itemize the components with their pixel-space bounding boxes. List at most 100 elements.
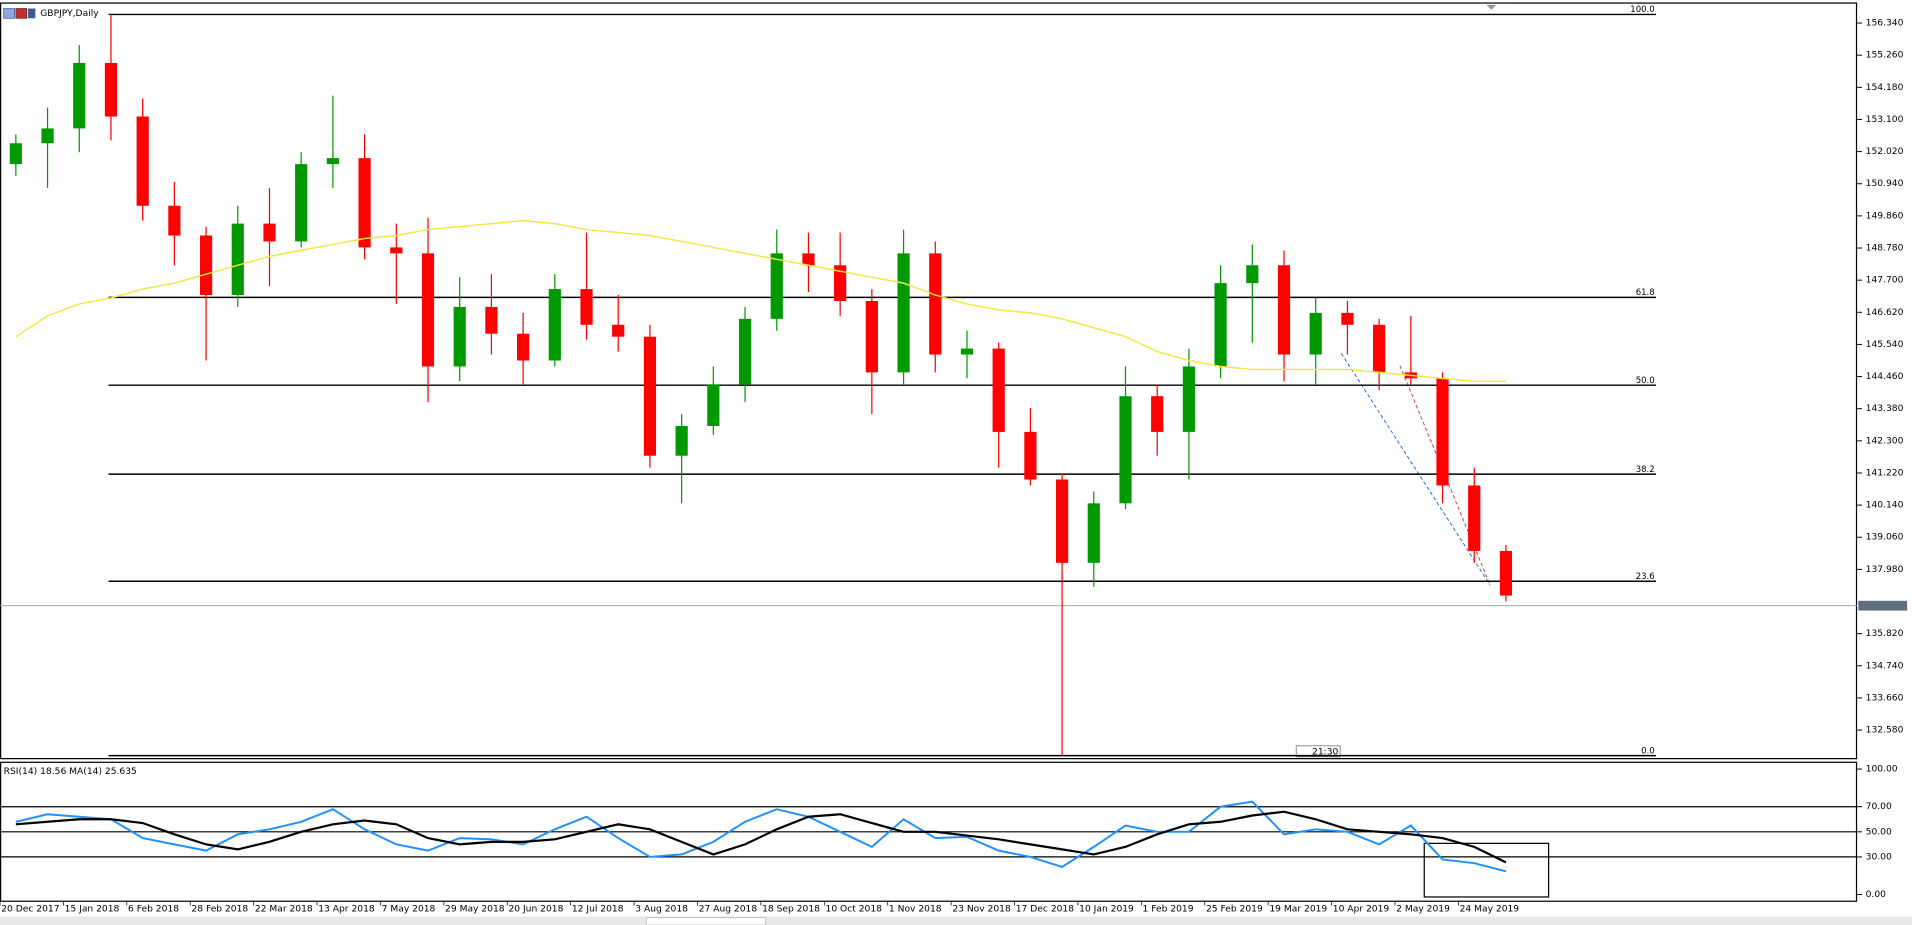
x-tick-label: 22 Mar 2018 bbox=[255, 905, 313, 915]
x-tick-label: 29 May 2018 bbox=[445, 905, 505, 915]
fib-label: 38.2 bbox=[1636, 465, 1655, 475]
y-tick-label: 147.700 bbox=[1866, 276, 1904, 286]
candle-body bbox=[1214, 283, 1227, 367]
y-tick-label: 148.780 bbox=[1866, 244, 1904, 254]
x-tick-label: 25 Feb 2019 bbox=[1206, 905, 1263, 915]
rsi-line bbox=[15, 800, 1507, 873]
candle-body bbox=[580, 289, 593, 325]
time-box bbox=[1295, 745, 1341, 758]
candle-body bbox=[168, 205, 181, 236]
x-tick-label: 24 May 2019 bbox=[1460, 905, 1520, 915]
x-tick-label: 18 Sep 2018 bbox=[762, 905, 820, 915]
y-tick-label: 154.180 bbox=[1866, 83, 1904, 93]
x-tick-label: 2 May 2019 bbox=[1396, 905, 1450, 915]
toolbar-icon bbox=[28, 8, 36, 19]
candle-body bbox=[295, 164, 308, 242]
x-tick-label: 10 Jan 2019 bbox=[1079, 905, 1134, 915]
candle-body bbox=[1246, 265, 1259, 284]
rsi-title: RSI(14) 18.56 MA(14) 25.635 bbox=[4, 767, 137, 777]
candle-body bbox=[675, 425, 688, 456]
y-tick-label: 143.380 bbox=[1866, 404, 1904, 414]
candle-body bbox=[358, 158, 371, 248]
candle-body bbox=[1499, 550, 1513, 596]
y-tick-label: 145.540 bbox=[1866, 340, 1904, 350]
candle-body bbox=[1024, 431, 1037, 480]
candle-body bbox=[390, 247, 403, 254]
candle-body bbox=[136, 116, 149, 206]
candle-body bbox=[485, 306, 498, 334]
time-label: 21:30 bbox=[1312, 747, 1338, 757]
candle-body bbox=[1277, 265, 1291, 355]
x-tick-label: 10 Apr 2019 bbox=[1333, 905, 1390, 915]
y-tick-label: 146.620 bbox=[1866, 308, 1904, 318]
moving-average bbox=[15, 219, 1506, 383]
rsi-line bbox=[15, 810, 1507, 864]
candle-body bbox=[326, 158, 339, 165]
candle-body bbox=[643, 336, 657, 456]
y-tick-label: 139.060 bbox=[1866, 533, 1904, 543]
candle-body bbox=[9, 143, 22, 165]
x-tick-label: 20 Dec 2017 bbox=[1, 905, 60, 915]
candle-body bbox=[612, 324, 625, 337]
y-tick-label: 132.580 bbox=[1866, 726, 1904, 736]
candle-body bbox=[517, 333, 530, 361]
candle-body bbox=[1341, 312, 1354, 325]
price-pane bbox=[0, 2, 1858, 760]
x-tick-label: 1 Feb 2019 bbox=[1143, 905, 1194, 915]
candle-body bbox=[960, 348, 974, 355]
fib-label: 100.0 bbox=[1630, 5, 1654, 15]
x-tick-label: 3 Aug 2018 bbox=[635, 905, 688, 915]
candle-body bbox=[834, 265, 847, 301]
y-tick-label: 153.100 bbox=[1866, 115, 1904, 125]
candle-body bbox=[199, 235, 213, 296]
candle-body bbox=[770, 253, 783, 319]
x-tick-label: 12 Jul 2018 bbox=[572, 905, 624, 915]
x-tick-label: 27 Aug 2018 bbox=[699, 905, 758, 915]
x-tick-label: 7 May 2018 bbox=[382, 905, 436, 915]
y-tick-label: 50.00 bbox=[1866, 827, 1892, 837]
x-tick-label: 13 Apr 2018 bbox=[318, 905, 375, 915]
candle-body bbox=[1373, 324, 1386, 373]
x-tick-label: 20 Jun 2018 bbox=[508, 905, 563, 915]
y-tick-label: 144.460 bbox=[1866, 372, 1904, 382]
fib-label: 50.0 bbox=[1636, 376, 1655, 386]
candle-body bbox=[802, 253, 815, 266]
candle-body bbox=[548, 289, 561, 361]
candle-body bbox=[453, 306, 466, 367]
x-tick-label: 19 Mar 2019 bbox=[1269, 905, 1327, 915]
y-tick-label: 100.00 bbox=[1866, 765, 1898, 775]
x-tick-label: 6 Feb 2018 bbox=[128, 905, 179, 915]
x-tick-label: 23 Nov 2018 bbox=[952, 905, 1011, 915]
y-tick-label: 137.980 bbox=[1866, 565, 1904, 575]
candle-body bbox=[104, 62, 118, 117]
x-tick-label: 10 Oct 2018 bbox=[826, 905, 883, 915]
candle-body bbox=[992, 348, 1005, 432]
y-tick-label: 141.220 bbox=[1866, 468, 1904, 478]
candle-body bbox=[738, 318, 752, 385]
fib-label: 61.8 bbox=[1636, 288, 1655, 298]
y-tick-label: 135.820 bbox=[1866, 629, 1904, 639]
toolbar-icon bbox=[3, 8, 15, 19]
y-tick-label: 156.340 bbox=[1866, 19, 1904, 29]
x-tick-label: 1 Nov 2018 bbox=[889, 905, 942, 915]
tab[interactable] bbox=[645, 917, 767, 925]
x-tick-label: 17 Dec 2018 bbox=[1016, 905, 1075, 915]
candle-body bbox=[1468, 485, 1481, 551]
candle-body bbox=[1055, 479, 1069, 563]
current-price-box bbox=[1858, 600, 1908, 611]
x-tick-label: 15 Jan 2018 bbox=[65, 905, 120, 915]
candle-body bbox=[1436, 378, 1449, 486]
fib-label: 23.6 bbox=[1636, 572, 1655, 582]
shift-marker bbox=[1486, 4, 1497, 10]
y-tick-label: 150.940 bbox=[1866, 179, 1904, 189]
y-tick-label: 142.300 bbox=[1866, 436, 1904, 446]
x-tick-label: 28 Feb 2018 bbox=[191, 905, 248, 915]
y-tick-label: 134.740 bbox=[1866, 661, 1904, 671]
candle-body bbox=[1309, 312, 1322, 355]
tab-strip bbox=[0, 916, 1912, 925]
y-tick-label: 152.020 bbox=[1866, 147, 1904, 157]
candle-body bbox=[1119, 396, 1132, 504]
y-tick-label: 133.660 bbox=[1866, 693, 1904, 703]
